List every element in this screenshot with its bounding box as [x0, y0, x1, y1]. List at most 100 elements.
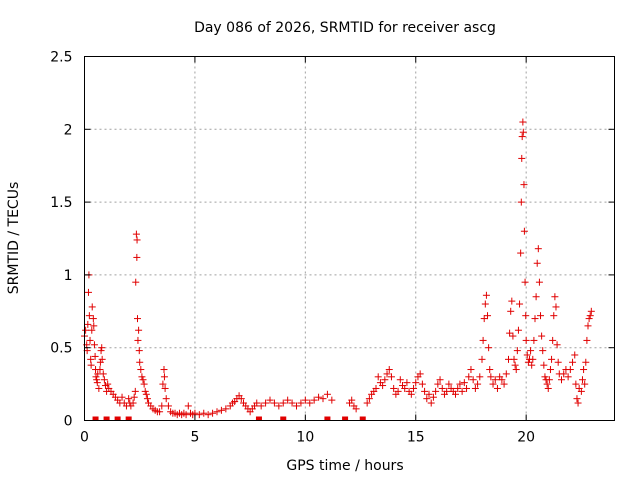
- y-tick-label: 1: [64, 268, 73, 284]
- data-point: [517, 249, 525, 257]
- data-point: [586, 312, 594, 320]
- data-point: [139, 376, 147, 384]
- data-point: [266, 396, 274, 404]
- data-point: [133, 236, 141, 244]
- data-point: [548, 355, 556, 363]
- data-point: [372, 384, 380, 392]
- data-point: [513, 347, 521, 355]
- data-point: [582, 358, 590, 366]
- data-point: [502, 370, 510, 378]
- data-point: [432, 387, 440, 395]
- grid-lines: [84, 56, 615, 421]
- data-point: [143, 395, 151, 403]
- baseline-marker: [125, 416, 132, 421]
- data-point: [200, 409, 208, 417]
- data-point: [159, 380, 167, 388]
- data-point: [587, 307, 595, 315]
- data-point: [534, 245, 542, 253]
- chart-title: Day 086 of 2026, SRMTID for receiver asc…: [194, 20, 496, 36]
- data-point: [297, 399, 305, 407]
- data-point: [454, 384, 462, 392]
- data-point: [87, 361, 95, 369]
- data-points: [81, 118, 595, 421]
- data-point: [137, 366, 145, 374]
- data-point: [82, 326, 90, 334]
- x-tick-label: 10: [296, 430, 314, 446]
- data-point: [546, 366, 554, 374]
- data-point: [401, 384, 409, 392]
- data-point: [465, 373, 473, 381]
- data-point: [564, 373, 572, 381]
- data-point: [92, 373, 100, 381]
- data-point: [519, 128, 527, 136]
- data-point: [552, 303, 560, 311]
- baseline-marker: [114, 416, 121, 421]
- data-point: [387, 373, 395, 381]
- data-point: [434, 380, 442, 388]
- data-point: [131, 387, 139, 395]
- data-point: [222, 405, 230, 413]
- data-point: [558, 376, 565, 384]
- data-point: [88, 326, 96, 334]
- data-point: [410, 384, 418, 392]
- baseline-marker: [103, 416, 110, 421]
- data-point: [142, 390, 150, 398]
- data-point: [481, 300, 489, 308]
- data-point: [141, 387, 149, 395]
- data-point: [275, 402, 283, 410]
- data-point: [514, 326, 522, 334]
- data-point: [162, 395, 170, 403]
- data-point: [467, 366, 475, 374]
- data-point: [423, 395, 431, 403]
- data-point: [88, 303, 96, 311]
- data-point: [288, 399, 296, 407]
- data-point: [301, 396, 309, 404]
- x-tick-label: 0: [80, 430, 89, 446]
- data-point: [544, 384, 552, 392]
- data-point: [471, 384, 479, 392]
- plot-frame: [84, 56, 615, 421]
- data-point: [531, 315, 539, 323]
- data-point: [535, 278, 543, 286]
- data-point: [133, 253, 141, 261]
- y-tick-label: 2.5: [50, 50, 72, 66]
- data-point: [90, 341, 98, 349]
- data-point: [129, 399, 137, 407]
- data-point: [138, 373, 146, 381]
- data-point: [511, 361, 519, 369]
- y-tick-label: 2: [64, 122, 73, 138]
- data-point: [160, 366, 168, 374]
- data-point: [510, 355, 518, 363]
- data-point: [98, 355, 106, 363]
- data-point: [456, 380, 464, 388]
- data-point: [482, 291, 490, 299]
- data-point: [416, 370, 424, 378]
- baseline-marker: [324, 416, 331, 421]
- data-point: [118, 393, 126, 401]
- data-point: [104, 380, 112, 388]
- data-point: [517, 198, 525, 206]
- data-point: [523, 351, 531, 359]
- data-point: [460, 379, 468, 387]
- data-point: [485, 344, 493, 352]
- data-point: [306, 399, 314, 407]
- data-point: [132, 230, 140, 238]
- data-point: [95, 384, 103, 392]
- data-point: [403, 379, 411, 387]
- data-point: [158, 402, 166, 410]
- data-point: [213, 408, 221, 416]
- data-point: [509, 332, 517, 340]
- data-point: [585, 315, 593, 323]
- data-point: [184, 402, 192, 410]
- data-point: [469, 376, 477, 384]
- data-point: [584, 322, 592, 330]
- data-point: [217, 406, 225, 414]
- data-point: [476, 373, 484, 381]
- data-point: [521, 278, 529, 286]
- data-point: [418, 380, 426, 388]
- data-point: [365, 395, 373, 403]
- data-point: [573, 395, 581, 403]
- data-point: [90, 322, 98, 330]
- data-point: [85, 312, 93, 320]
